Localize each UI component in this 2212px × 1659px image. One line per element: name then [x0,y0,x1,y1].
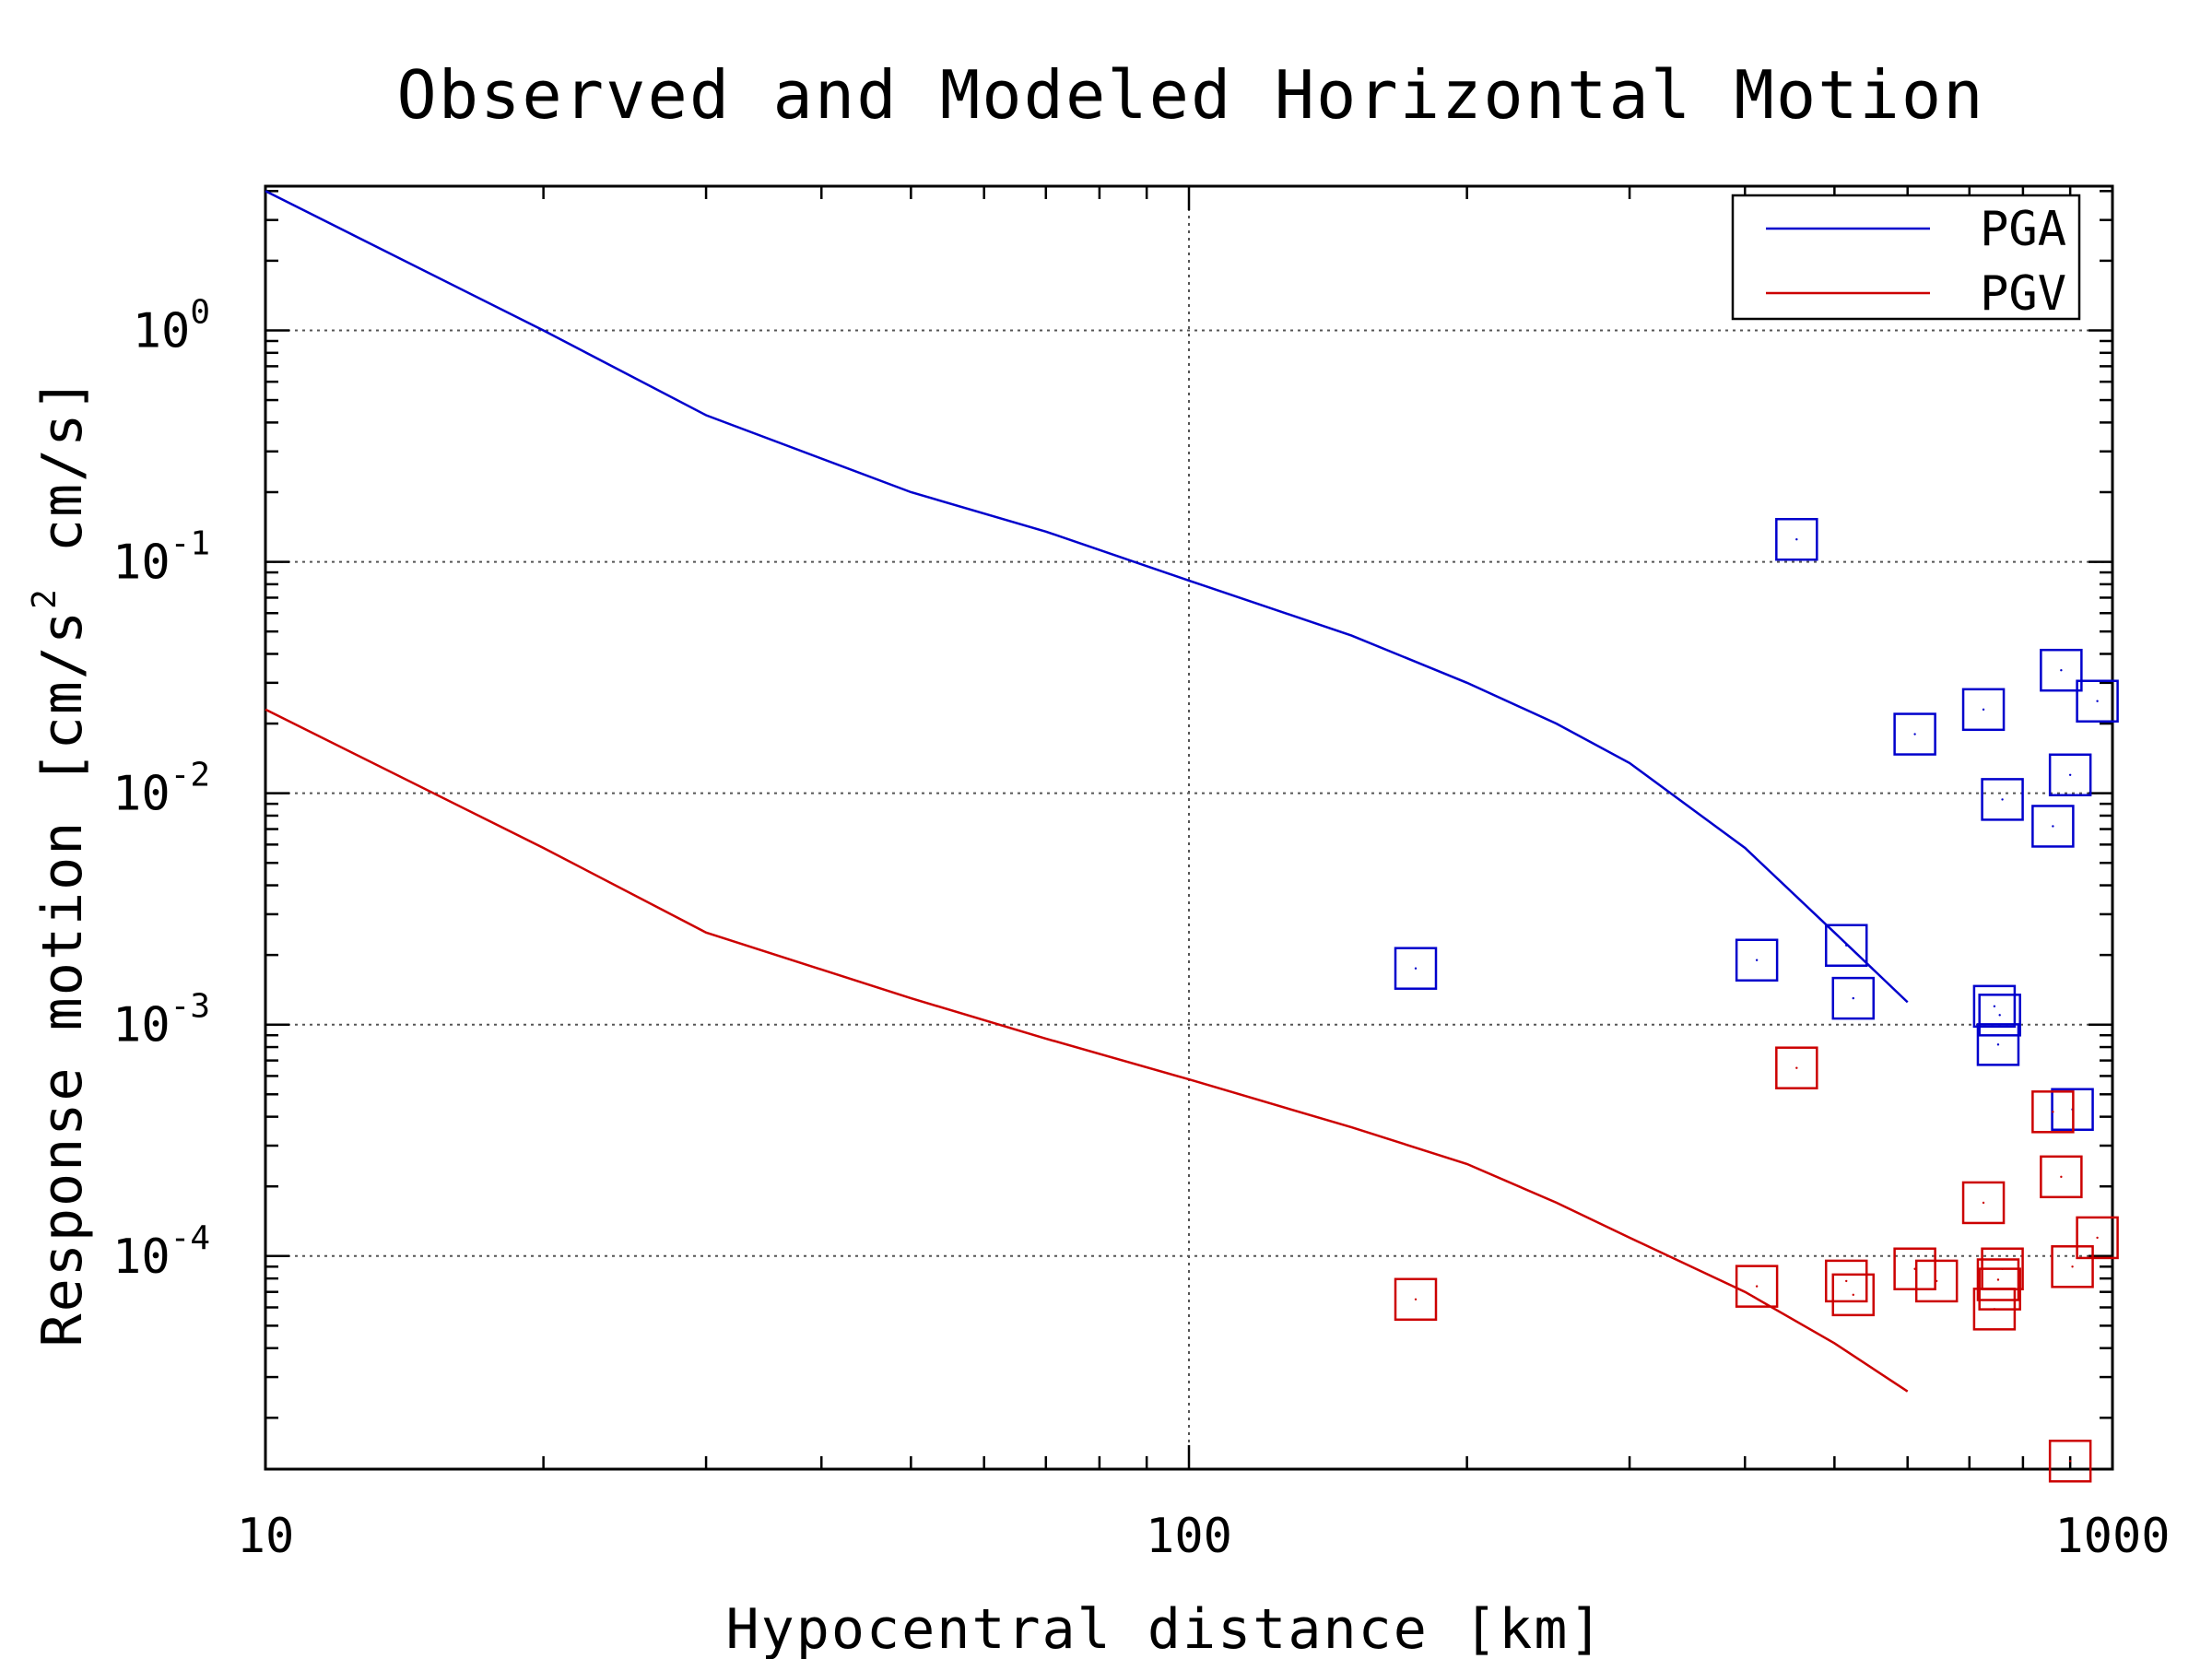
data-point-pgv-observed [1775,1046,1818,1089]
data-point-pgv-observed [1831,1273,1876,1317]
x-tick-label: 100 [1146,1509,1232,1564]
data-point-pga-observed [1735,938,1779,982]
series-markers [1394,517,2119,1483]
data-point-pgv-observed [1914,1259,1959,1303]
data-point-center-pga-observed [1845,944,1848,947]
y-tick-label-exponent: -4 [171,1219,210,1257]
data-point-pga-observed [1394,947,1438,990]
data-point-pgv-observed [1735,1265,1779,1308]
y-tick-label-exponent: -2 [171,757,210,794]
data-point-pgv-observed [2048,1440,2092,1483]
data-point-center-pgv-observed [2071,1265,2074,1268]
data-point-center-pgv-observed [2068,1460,2072,1463]
y-axis-label-unit: cm/s] [30,376,95,587]
data-point-pga-observed [1981,778,2024,821]
data-point-pga-observed [1978,994,2021,1037]
y-tick-label-base: 10 [133,303,191,359]
data-point-pga-observed [1775,517,1818,561]
data-point-center-pgv-observed [2096,1236,2099,1240]
data-point-pga-observed [2040,648,2083,692]
data-point-center-pga-observed [2001,798,2004,801]
data-point-pgv-observed [1824,1259,1868,1303]
data-point-pgv-observed [1394,1277,1438,1322]
y-axis-label-main: Response motion [cm/s [30,609,95,1347]
y-tick-label-base: 10 [112,535,171,591]
series-line-pgv [265,708,1909,1393]
y-tick-label-base: 10 [112,998,171,1053]
legend-label-pga: PGA [1980,202,2066,257]
legend-box [1731,194,2081,321]
data-point-center-pga-observed [1998,1014,2001,1017]
data-point-pgv-observed [1976,1258,2020,1301]
data-point-center-pgv-observed [2052,1111,2054,1113]
data-point-center-pga-observed [1993,1005,1996,1008]
data-point-center-pgv-observed [1996,1278,2000,1281]
data-point-center-pga-observed [2068,773,2072,776]
data-point-pgv-observed [2051,1245,2094,1288]
data-point-center-pgv-observed [2001,1267,2004,1270]
legend-label-pgv: PGV [1980,266,2066,322]
x-tick-label: 1000 [2054,1509,2170,1564]
y-tick-label: 100 [133,293,210,359]
data-point-pga-observed [1976,1023,2020,1066]
y-axis-label: Response motion [cm/s2 cm/s] [26,376,95,1347]
chart-title: Observed and Modeled Horizontal Motion [396,56,1984,134]
data-point-center-pga-observed [1852,996,1854,1000]
y-tick-label-base: 10 [112,767,171,822]
data-point-pgv-observed [2076,1216,2119,1260]
data-point-center-pga-observed [2096,700,2099,702]
data-point-center-pgv-observed [1935,1279,1938,1283]
data-point-center-pgv-observed [1755,1285,1759,1288]
data-point-pga-observed [1831,976,1876,1020]
y-tick-label-exponent: 0 [190,293,210,331]
data-point-pga-observed [2031,805,2075,848]
data-point-pgv-observed [1961,1181,2006,1225]
data-point-pgv-observed [1893,1247,1936,1290]
y-tick-label: 10-1 [112,525,210,591]
data-point-pga-observed [1824,924,1868,967]
data-point-center-pga-observed [1755,959,1759,961]
x-axis-label: Hypocentral distance [km] [725,1597,1604,1659]
legend: PGA PGV [1731,194,2081,322]
data-point-center-pga-observed [2052,825,2054,828]
y-tick-label: 10-2 [112,757,210,822]
y-tick-label-exponent: -1 [171,525,210,563]
data-point-pgv-observed [2031,1090,2075,1134]
data-point-center-pgv-observed [1982,1201,1985,1205]
data-point-center-pgv-observed [1852,1293,1854,1297]
data-point-center-pgv-observed [1795,1066,1798,1069]
grid [265,186,2112,1469]
data-point-pga-observed [2048,753,2092,797]
data-point-pga-observed [1893,712,1936,756]
data-point-center-pga-observed [1795,538,1798,541]
data-point-pgv-observed [1981,1247,2024,1290]
data-point-pgv-observed [2040,1155,2083,1199]
data-point-center-pga-observed [1414,967,1418,970]
y-tick-label-base: 10 [112,1230,171,1285]
data-point-center-pga-observed [1996,1043,2000,1046]
data-point-center-pgv-observed [1845,1279,1848,1283]
y-axis-label-superscript: 2 [26,587,64,609]
y-tick-label: 10-3 [112,988,210,1053]
data-point-center-pga-observed [1982,708,1985,712]
y-tick-label: 10-4 [112,1219,210,1285]
series-line-pga [265,190,1909,1004]
x-tick-label: 10 [237,1509,295,1564]
y-tick-label-exponent: -3 [171,988,210,1026]
data-point-center-pga-observed [2060,668,2063,672]
data-point-pga-observed [1961,688,2006,732]
data-point-center-pgv-observed [2060,1175,2063,1179]
series-lines [265,190,1909,1393]
data-point-pga-observed [2076,679,2119,723]
ticks [264,186,2112,1469]
data-point-center-pga-observed [1913,733,1916,735]
data-point-pga-observed [1972,984,2017,1029]
data-point-center-pgv-observed [1414,1298,1418,1300]
